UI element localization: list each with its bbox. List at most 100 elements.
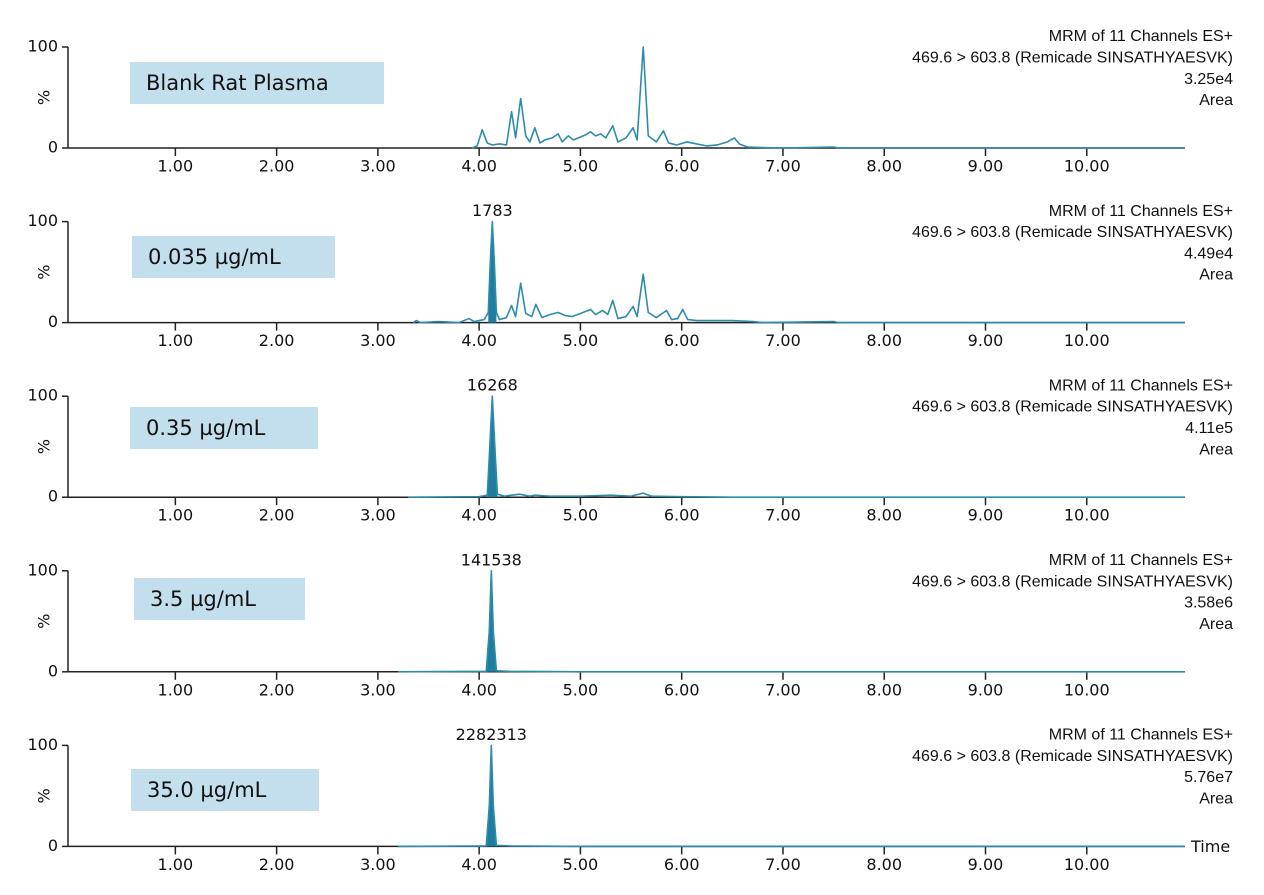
- x-tick-label: 3.00: [360, 506, 396, 525]
- trace: [408, 395, 1185, 498]
- channel-header: MRM of 11 Channels ES+: [1049, 28, 1233, 45]
- sample-box: [132, 236, 335, 278]
- channel-header: Area: [1199, 441, 1233, 458]
- panel: 3.5 µg/mL MRM of 11 Channels ES+ 469.6 > 6…: [27, 550, 1233, 699]
- y-tick-label: 100: [27, 735, 58, 754]
- channel-header: 469.6 > 603.8 (Remicade SINSATHYAESVK): [912, 748, 1233, 765]
- panel: 35.0 µg/mL MRM of 11 Channels ES+ 469.6 > …: [27, 725, 1233, 874]
- x-tick-label: 5.00: [563, 331, 599, 350]
- channel-header: MRM of 11 Channels ES+: [1049, 203, 1233, 220]
- x-tick-label: 6.00: [664, 855, 700, 874]
- x-axis-label: Time: [1190, 837, 1230, 856]
- x-tick-label: 1.00: [158, 157, 194, 176]
- peak-label: 1783: [472, 201, 513, 220]
- x-tick-label: 5.00: [563, 680, 599, 699]
- y-tick-label: 0: [48, 312, 58, 331]
- channel-header: MRM of 11 Channels ES+: [1049, 552, 1233, 569]
- x-tick-label: 6.00: [664, 506, 700, 525]
- y-tick-label: 100: [27, 386, 58, 405]
- y-axis-label: %: [35, 614, 54, 629]
- x-tick-label: 8.00: [866, 680, 902, 699]
- x-tick-label: 2.00: [259, 331, 295, 350]
- channel-header: Area: [1199, 267, 1233, 284]
- sample-box: [131, 769, 319, 811]
- x-tick-label: 3.00: [360, 157, 396, 176]
- x-tick-label: 4.00: [461, 157, 497, 176]
- channel-header: 3.25e4: [1184, 71, 1233, 88]
- sample-label: 35.0 µg/mL: [147, 778, 267, 802]
- x-tick-label: 5.00: [563, 855, 599, 874]
- panel: 0.35 µg/mL MRM of 11 Channels ES+ 469.6 > …: [27, 376, 1233, 525]
- x-tick-label: 5.00: [563, 157, 599, 176]
- channel-header: 4.49e4: [1184, 245, 1233, 262]
- channel-header: 469.6 > 603.8 (Remicade SINSATHYAESVK): [912, 224, 1233, 241]
- sample-box: [134, 578, 305, 620]
- sample-label: 0.35 µg/mL: [146, 416, 266, 440]
- sample-box: [130, 407, 318, 449]
- x-tick-label: 8.00: [866, 331, 902, 350]
- y-tick-label: 100: [27, 37, 58, 56]
- x-tick-label: 6.00: [664, 331, 700, 350]
- y-tick-label: 0: [48, 661, 58, 680]
- x-tick-label: 10.00: [1064, 157, 1110, 176]
- y-tick-label: 100: [27, 560, 58, 579]
- peak-fill: [488, 221, 497, 323]
- peak-fill: [487, 396, 498, 498]
- x-tick-label: 2.00: [259, 157, 295, 176]
- peak-label: 16268: [467, 376, 518, 395]
- y-axis-label: %: [35, 439, 54, 454]
- x-tick-label: 10.00: [1064, 855, 1110, 874]
- trace: [412, 220, 1185, 324]
- panel: 0.035 µg/mL MRM of 11 Channels ES+ 469.6 >…: [27, 201, 1233, 350]
- y-axis-label: %: [35, 788, 54, 803]
- x-tick-label: 4.00: [461, 680, 497, 699]
- x-tick-label: 4.00: [461, 506, 497, 525]
- x-tick-label: 2.00: [259, 855, 295, 874]
- channel-header: 3.58e6: [1184, 595, 1233, 612]
- x-tick-label: 7.00: [765, 331, 801, 350]
- y-tick-label: 0: [48, 487, 58, 506]
- trace: [398, 744, 1185, 848]
- x-tick-label: 1.00: [158, 506, 194, 525]
- x-tick-label: 1.00: [158, 855, 194, 874]
- y-tick-label: 0: [48, 836, 58, 855]
- channel-header: 5.76e7: [1184, 769, 1233, 786]
- x-tick-label: 5.00: [563, 506, 599, 525]
- x-tick-label: 9.00: [968, 680, 1004, 699]
- sample-label: 0.035 µg/mL: [148, 245, 281, 269]
- x-tick-label: 7.00: [765, 506, 801, 525]
- x-tick-label: 8.00: [866, 855, 902, 874]
- channel-header: 469.6 > 603.8 (Remicade SINSATHYAESVK): [912, 399, 1233, 416]
- x-tick-label: 1.00: [158, 331, 194, 350]
- x-tick-label: 10.00: [1064, 506, 1110, 525]
- channel-header: Area: [1199, 791, 1233, 808]
- channel-header: Area: [1199, 92, 1233, 109]
- x-tick-label: 9.00: [968, 855, 1004, 874]
- x-tick-label: 7.00: [765, 157, 801, 176]
- x-tick-label: 3.00: [360, 680, 396, 699]
- x-tick-label: 9.00: [968, 157, 1004, 176]
- y-tick-label: 0: [48, 138, 58, 157]
- x-tick-label: 10.00: [1064, 680, 1110, 699]
- sample-box: [130, 62, 384, 104]
- x-tick-label: 4.00: [461, 331, 497, 350]
- peak-label: 141538: [461, 550, 522, 569]
- channel-header: MRM of 11 Channels ES+: [1049, 377, 1233, 394]
- x-tick-label: 7.00: [765, 855, 801, 874]
- x-tick-label: 2.00: [259, 506, 295, 525]
- x-tick-label: 8.00: [866, 506, 902, 525]
- x-tick-label: 1.00: [158, 680, 194, 699]
- channel-header: 469.6 > 603.8 (Remicade SINSATHYAESVK): [912, 573, 1233, 590]
- x-tick-label: 3.00: [360, 855, 396, 874]
- sample-label: 3.5 µg/mL: [150, 587, 256, 611]
- x-tick-label: 7.00: [765, 680, 801, 699]
- x-tick-label: 4.00: [461, 855, 497, 874]
- y-axis-label: %: [35, 90, 54, 105]
- x-tick-label: 6.00: [664, 680, 700, 699]
- x-tick-label: 9.00: [968, 331, 1004, 350]
- channel-header: Area: [1199, 616, 1233, 633]
- trace: [398, 570, 1185, 673]
- channel-header: 4.11e5: [1185, 420, 1233, 437]
